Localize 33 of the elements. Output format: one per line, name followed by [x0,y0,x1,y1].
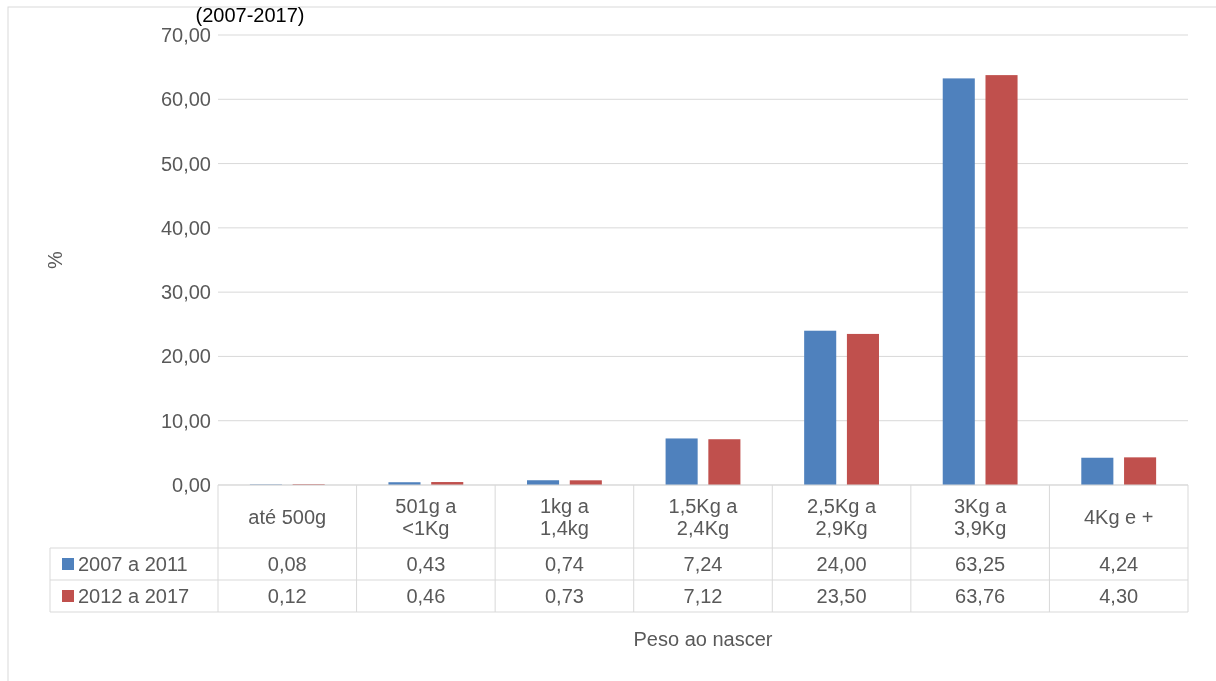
y-tick-label: 50,00 [160,152,211,175]
text: 7,12 [683,585,723,607]
legend-label: 2007 a 2011 [78,553,188,575]
legend-label: 2012 a 2017 [78,585,190,607]
y-axis-title: % [44,250,66,269]
text: 23,50 [816,585,867,607]
y-tick-label: 0,00 [172,474,211,496]
text: 0,12 [267,585,307,607]
y-tick-label: 40,00 [160,216,211,239]
x-tick-label: 501g a <1Kg [395,494,458,539]
x-tick-label: 3Kg a 3,9Kg [954,494,1008,539]
chart-title: (2007-2017) [195,4,305,26]
text: 0,73 [544,585,584,607]
text: 0,74 [544,553,584,575]
x-tick-label: 1,5Kg a 2,4Kg [668,494,739,539]
text: 63,76 [955,585,1006,607]
x-tick-label: até 500g [248,505,327,528]
y-tick-label: 10,00 [160,409,211,432]
x-tick-label: 4Kg e + [1083,505,1154,528]
text: 0,46 [406,585,446,607]
text: 0,43 [406,553,446,575]
text: 24,00 [816,553,867,575]
text: 4,24 [1099,553,1139,575]
text: 4,30 [1099,585,1139,607]
x-axis-title: Peso ao nascer [633,628,773,650]
y-tick-label: 20,00 [160,345,211,368]
x-tick-label: 2,5Kg a 2,9Kg [807,494,877,539]
y-tick-label: 30,00 [160,281,211,304]
text: 63,25 [955,553,1006,575]
text: 0,08 [267,553,307,575]
text: 7,24 [683,553,723,575]
x-tick-label: 1kg a 1,4kg [539,494,590,539]
y-tick-label: 60,00 [160,88,211,111]
